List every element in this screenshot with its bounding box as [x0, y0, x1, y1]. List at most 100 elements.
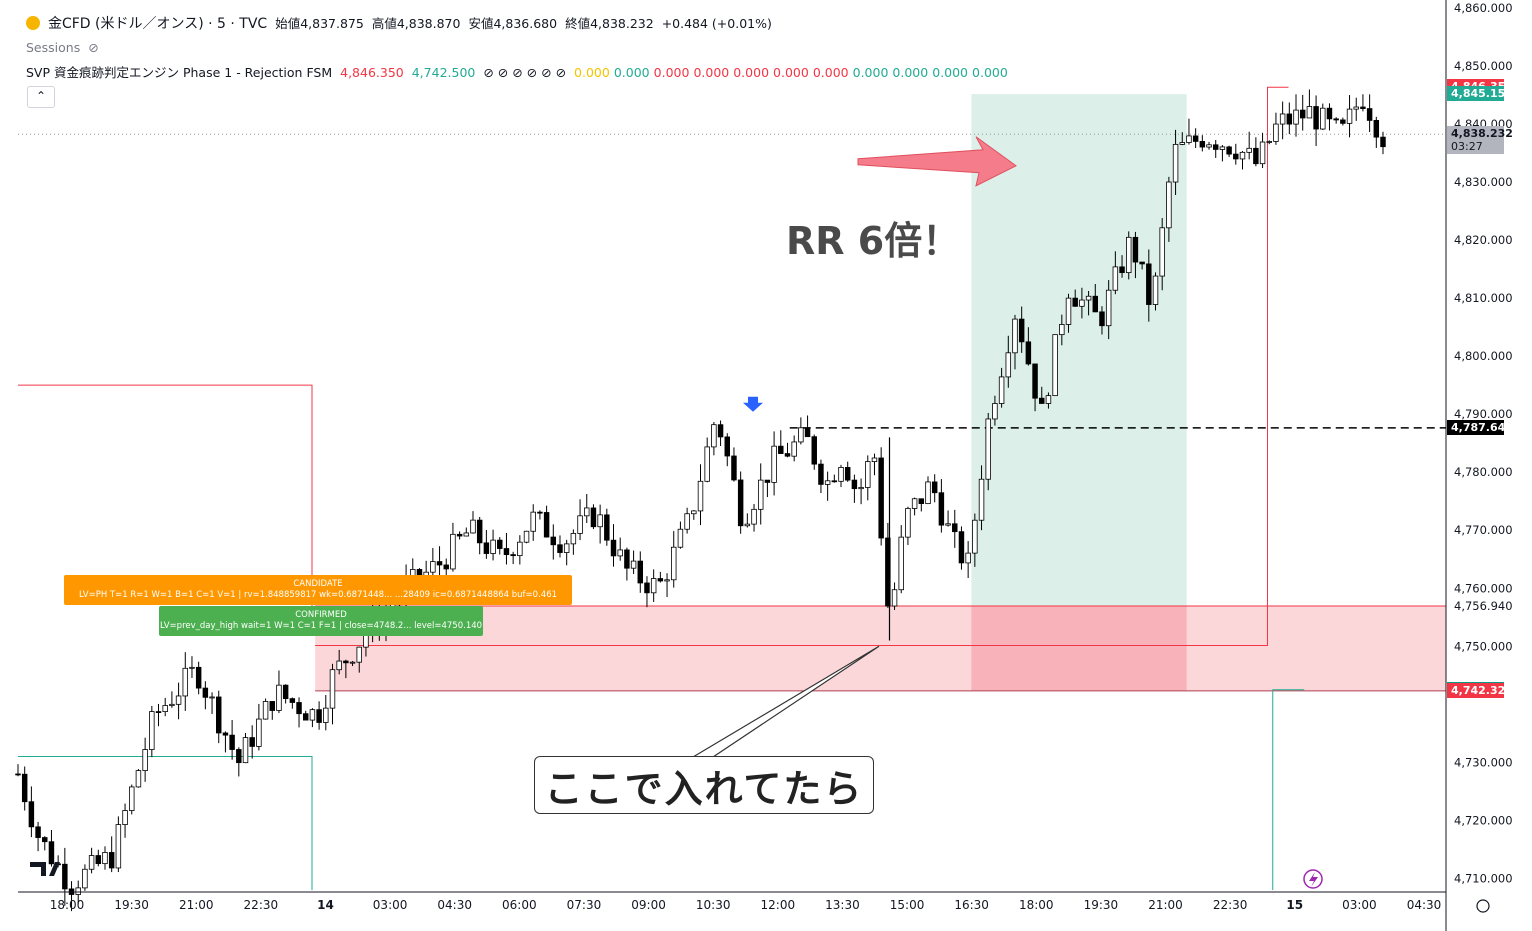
- candle: [657, 571, 664, 583]
- candle-body: [543, 512, 550, 538]
- candle-body: [242, 737, 249, 764]
- candle-body: [998, 376, 1005, 404]
- candle: [838, 464, 844, 488]
- candle: [162, 697, 168, 717]
- candle: [142, 737, 148, 782]
- candle: [918, 498, 925, 512]
- candle-body: [918, 498, 925, 505]
- candle: [992, 395, 998, 426]
- candle-body: [256, 718, 262, 747]
- candidate-detail: LV=PH T=1 R=1 W=1 B=1 C=1 V=1 | rv=1.848…: [78, 590, 558, 600]
- x-tick-label: 15:00: [890, 898, 925, 912]
- candle: [323, 694, 329, 731]
- candle-body: [550, 536, 557, 546]
- candle: [778, 430, 784, 454]
- candle: [443, 558, 449, 578]
- x-tick-label: 21:00: [179, 898, 214, 912]
- candle: [1072, 289, 1078, 307]
- x-tick-label: 16:30: [954, 898, 989, 912]
- candle: [1186, 118, 1192, 145]
- down-arrow-icon: [743, 396, 763, 412]
- candle-body: [149, 711, 155, 750]
- candle-body: [584, 507, 590, 517]
- candle: [972, 513, 978, 567]
- candle-body: [945, 523, 951, 526]
- candle: [610, 524, 617, 567]
- candle-body: [811, 436, 817, 465]
- candle-body: [62, 863, 68, 890]
- candle-body: [978, 478, 985, 521]
- candle: [343, 659, 349, 679]
- candle-body: [1192, 135, 1199, 142]
- candle: [115, 816, 122, 873]
- candle: [1299, 94, 1306, 131]
- candle-body: [885, 537, 891, 607]
- candle-body: [1266, 141, 1272, 143]
- candle-body: [925, 481, 931, 505]
- candle: [905, 506, 911, 546]
- candle-body: [316, 709, 322, 723]
- candle: [129, 784, 135, 815]
- price-pill-value: 4,845.155: [1451, 87, 1513, 101]
- lightning-icon[interactable]: [1303, 869, 1323, 889]
- candle-body: [911, 498, 918, 509]
- candle-body: [15, 773, 21, 776]
- candle-body: [677, 528, 684, 548]
- x-tick-label: 18:00: [1019, 898, 1054, 912]
- candle-body: [617, 549, 623, 557]
- candle-body: [236, 749, 242, 764]
- candle: [483, 529, 490, 559]
- candle-body: [1186, 135, 1192, 143]
- candle: [48, 830, 55, 867]
- candle: [1172, 129, 1179, 196]
- candle: [550, 524, 557, 560]
- candle: [671, 531, 677, 588]
- y-tick-label: 4,720.000: [1454, 813, 1513, 827]
- y-tick-label: 4,710.000: [1454, 871, 1513, 885]
- x-tick-label: 12:00: [761, 898, 796, 912]
- candle: [1380, 131, 1386, 155]
- y-tick-label: 4,760.000: [1454, 581, 1513, 595]
- candle-body: [229, 734, 235, 750]
- candle: [771, 431, 777, 496]
- candle: [42, 836, 48, 851]
- candle: [242, 732, 249, 764]
- candle-body: [691, 510, 697, 515]
- candle: [222, 731, 229, 753]
- candle-body: [1273, 123, 1279, 142]
- candle: [1246, 131, 1252, 160]
- candle: [1253, 137, 1259, 167]
- candle: [985, 412, 991, 491]
- candle-body: [824, 480, 831, 485]
- candle-body: [155, 711, 162, 713]
- candle: [289, 697, 296, 709]
- candle: [262, 698, 269, 720]
- candle: [1179, 132, 1185, 146]
- candle: [543, 505, 550, 538]
- candle-body: [450, 533, 456, 570]
- settings-icon[interactable]: [1476, 899, 1490, 913]
- candle-body: [1253, 147, 1259, 165]
- candle-body: [269, 701, 275, 711]
- candle: [537, 510, 543, 520]
- candle-body: [1112, 266, 1119, 291]
- zones-layer: [315, 94, 1446, 692]
- candle-body: [657, 578, 664, 582]
- candle-body: [1012, 318, 1018, 354]
- candle: [15, 764, 21, 777]
- candle-body: [1239, 151, 1246, 160]
- candle-body: [108, 852, 115, 869]
- candle: [517, 535, 523, 565]
- candle-body: [684, 513, 690, 530]
- candle-body: [778, 445, 784, 454]
- candle-body: [463, 532, 470, 537]
- candle: [1326, 103, 1333, 131]
- candle: [1126, 231, 1132, 280]
- candle-body: [28, 801, 35, 828]
- x-tick-label: 03:00: [1342, 898, 1377, 912]
- candle: [490, 529, 496, 561]
- candle-body: [336, 660, 342, 671]
- candle-body: [577, 515, 583, 534]
- candle: [1132, 231, 1139, 279]
